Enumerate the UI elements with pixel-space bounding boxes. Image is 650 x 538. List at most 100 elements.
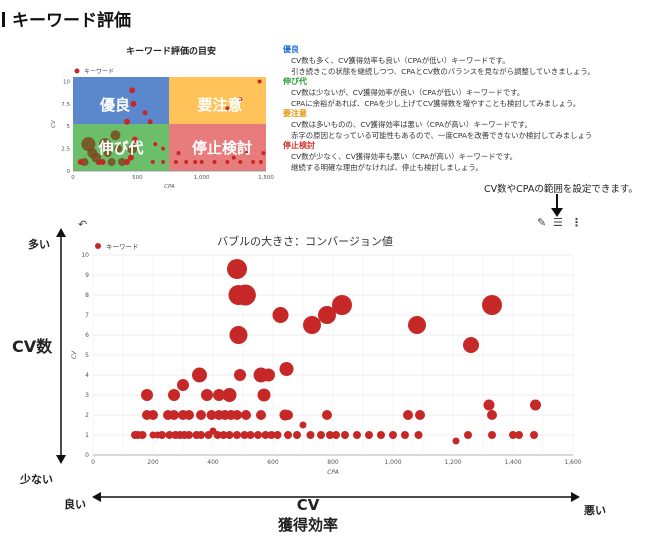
guide-point: [81, 137, 96, 152]
bubble: [389, 431, 397, 439]
bubble: [213, 431, 222, 439]
guide-point: [107, 158, 116, 167]
bubble: [241, 410, 251, 420]
guide-point: [244, 151, 249, 156]
bubble: [353, 431, 361, 439]
guide-point: [161, 146, 166, 151]
x-tick: 0: [91, 459, 95, 466]
bubble: [169, 410, 179, 420]
guide-point: [147, 119, 153, 125]
quadrant-growth-label: 伸び代: [97, 139, 143, 157]
bubble: [184, 410, 194, 420]
guide-point: [212, 151, 217, 156]
main-chart: キーワード 0 200 400 600 800 1,000 1,200 1,400 1,6000…: [71, 243, 582, 476]
page-heading: キーワード評価: [2, 6, 131, 31]
undo-icon[interactable]: ↶: [78, 218, 88, 231]
description-heading: 伸び代: [283, 77, 307, 86]
guide-x-tick: 0: [71, 175, 75, 181]
bubble: [229, 326, 248, 344]
guide-chart: キーワード 優良 要注意 伸び代 停止検討 0 500 1,000 1,500 0 2.5…: [51, 68, 274, 188]
filter-sliders-icon[interactable]: ☰: [553, 216, 563, 229]
y-tick: 10: [81, 252, 89, 259]
bubble: [213, 389, 225, 401]
y-tick: 4: [85, 372, 89, 379]
bubble: [196, 410, 206, 420]
guide-point: [77, 159, 84, 166]
guide-points: [77, 79, 266, 167]
bubble: [262, 368, 275, 382]
guide-point: [212, 160, 217, 165]
efficiency-bad-label: 悪い: [584, 504, 606, 517]
x-tick: 1,600: [564, 459, 581, 466]
bubble: [219, 431, 228, 439]
bubble: [206, 410, 217, 420]
y-tick: 0: [85, 452, 89, 459]
description-block: 停止検討 CV数が少なく、CV獲得効率も悪い（CPAが高い）キーワードです。 継続す…: [283, 140, 517, 173]
guide-point: [131, 136, 138, 143]
description-block: 要注意 CV数は多いものの、CV獲得効率は悪い（CPAが高い）キーワードです。 赤字…: [283, 108, 592, 141]
bubble: [261, 431, 270, 439]
guide-point: [103, 149, 112, 158]
x-tick: 1,000: [384, 459, 401, 466]
bubble: [272, 307, 289, 323]
quadrant-good-label: 優良: [99, 96, 130, 114]
y-tick: 5: [85, 352, 89, 359]
guide-point: [193, 160, 198, 165]
guide-point: [153, 142, 158, 147]
efficiency-good-label: 良い: [64, 498, 86, 511]
bubble: [283, 410, 293, 420]
bubble: [322, 410, 332, 420]
bubble: [318, 306, 336, 324]
guide-point: [258, 160, 263, 165]
guide-point: [99, 138, 112, 151]
efficiency-axis-label: CV 獲得効率: [278, 495, 338, 535]
bubble: [225, 431, 234, 439]
guide-point: [124, 159, 131, 166]
x-axis-label: CPA: [327, 469, 339, 476]
bubble: [464, 431, 472, 439]
more-vert-icon[interactable]: ⋮: [571, 216, 582, 229]
bubble: [284, 431, 292, 439]
main-points: [131, 259, 541, 445]
bubble: [227, 259, 247, 279]
guide-y-tick: 10: [63, 79, 70, 85]
guide-x-tick: 1,000: [194, 175, 210, 181]
description-line: CV数が少なく、CV獲得効率も悪い（CPAが高い）キーワードです。: [291, 152, 518, 161]
bubble: [234, 284, 256, 306]
pencil-icon[interactable]: ✎: [537, 216, 547, 229]
main-legend-label: キーワード: [106, 243, 139, 251]
main-legend-marker: [95, 243, 101, 249]
description-line: CV数は多いものの、CV獲得効率は悪い（CPAが高い）キーワードです。: [291, 120, 532, 129]
guide-point: [129, 87, 136, 94]
guide-point: [225, 106, 230, 111]
main-axes: 0 200 400 600 800 1,000 1,200 1,400 1,600 0 1 2 3 4 5 6…: [71, 252, 582, 476]
guide-x-tick: 1,500: [258, 175, 274, 181]
bubble: [158, 431, 166, 439]
x-tick: 600: [267, 459, 279, 466]
bubble: [488, 431, 496, 439]
bubble: [463, 337, 479, 353]
guide-y-tick: 5: [67, 124, 71, 130]
bubble: [482, 295, 502, 315]
x-tick: 1,200: [444, 459, 461, 466]
bubble: [279, 362, 294, 376]
guide-point: [127, 154, 134, 161]
bubble: [197, 431, 205, 439]
guide-y-tick: 2.5: [61, 147, 70, 153]
y-tick: 1: [85, 432, 89, 439]
y-axis-label: CV: [71, 350, 78, 359]
guide-point: [124, 118, 131, 125]
guide-x-label: CPA: [164, 184, 175, 188]
bubble: [246, 431, 255, 439]
cv-axis-arrow: [56, 228, 66, 464]
y-tick: 2: [85, 412, 89, 419]
bubble: [299, 421, 307, 429]
guide-point: [257, 79, 262, 84]
bubble: [332, 431, 340, 439]
bubble: [293, 431, 301, 439]
range-hint: CV数やCPAの範囲を設定できます。: [484, 184, 638, 195]
bubble: [530, 431, 538, 439]
description-heading: 停止検討: [283, 141, 315, 150]
bubble: [303, 316, 321, 334]
guide-point: [142, 110, 148, 116]
